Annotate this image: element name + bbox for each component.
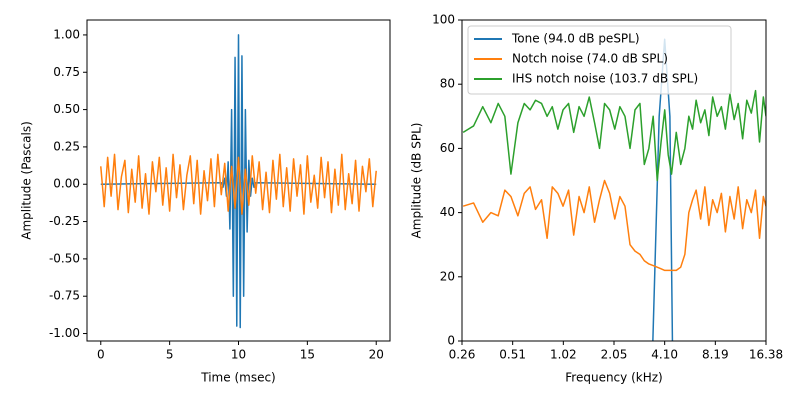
x-tick-label: 2.05 bbox=[601, 348, 628, 362]
series-line bbox=[100, 34, 377, 329]
y-tick-label: 0 bbox=[447, 334, 455, 348]
y-tick-label: 100 bbox=[432, 13, 455, 27]
y-tick-label: 0.00 bbox=[53, 177, 80, 191]
y-tick-label: 40 bbox=[440, 205, 455, 219]
x-tick-label: 16.38 bbox=[749, 348, 783, 362]
legend-label: Tone (94.0 dB peSPL) bbox=[511, 32, 640, 46]
y-tick-label: 0.75 bbox=[53, 65, 80, 79]
x-tick-label: 10 bbox=[231, 348, 246, 362]
x-tick-label: 15 bbox=[300, 348, 315, 362]
y-axis-label: Amplitude (dB SPL) bbox=[410, 123, 424, 239]
legend-label: Notch noise (74.0 dB SPL) bbox=[512, 52, 668, 66]
x-axis-label: Frequency (kHz) bbox=[565, 371, 662, 385]
x-tick-label: 8.19 bbox=[702, 348, 729, 362]
y-tick-label: 60 bbox=[440, 141, 455, 155]
x-tick-label: 20 bbox=[369, 348, 384, 362]
series-line bbox=[462, 179, 766, 272]
legend-label: IHS notch noise (103.7 dB SPL) bbox=[512, 72, 698, 86]
x-axis-label: Time (msec) bbox=[200, 371, 275, 385]
y-tick-label: 0.50 bbox=[53, 102, 80, 116]
y-tick-label: 1.00 bbox=[53, 27, 80, 41]
y-axis-label: Amplitude (Pascals) bbox=[20, 121, 34, 240]
plot-area bbox=[100, 34, 377, 329]
x-tick-label: 1.02 bbox=[550, 348, 577, 362]
y-tick-label: -0.50 bbox=[49, 251, 80, 265]
x-tick-label: 0 bbox=[97, 348, 105, 362]
x-tick-label: 5 bbox=[166, 348, 174, 362]
series-line bbox=[462, 89, 766, 182]
y-tick-label: -0.25 bbox=[49, 214, 80, 228]
y-tick-label: -1.00 bbox=[49, 326, 80, 340]
legend-box bbox=[467, 25, 732, 95]
y-tick-label: 20 bbox=[440, 269, 455, 283]
y-tick-label: 0.25 bbox=[53, 139, 80, 153]
series-line bbox=[100, 153, 377, 215]
y-tick-label: 80 bbox=[440, 77, 455, 91]
x-tick-label: 0.51 bbox=[499, 348, 526, 362]
x-tick-label: 4.10 bbox=[651, 348, 678, 362]
y-tick-label: -0.75 bbox=[49, 289, 80, 303]
x-tick-label: 0.26 bbox=[449, 348, 476, 362]
